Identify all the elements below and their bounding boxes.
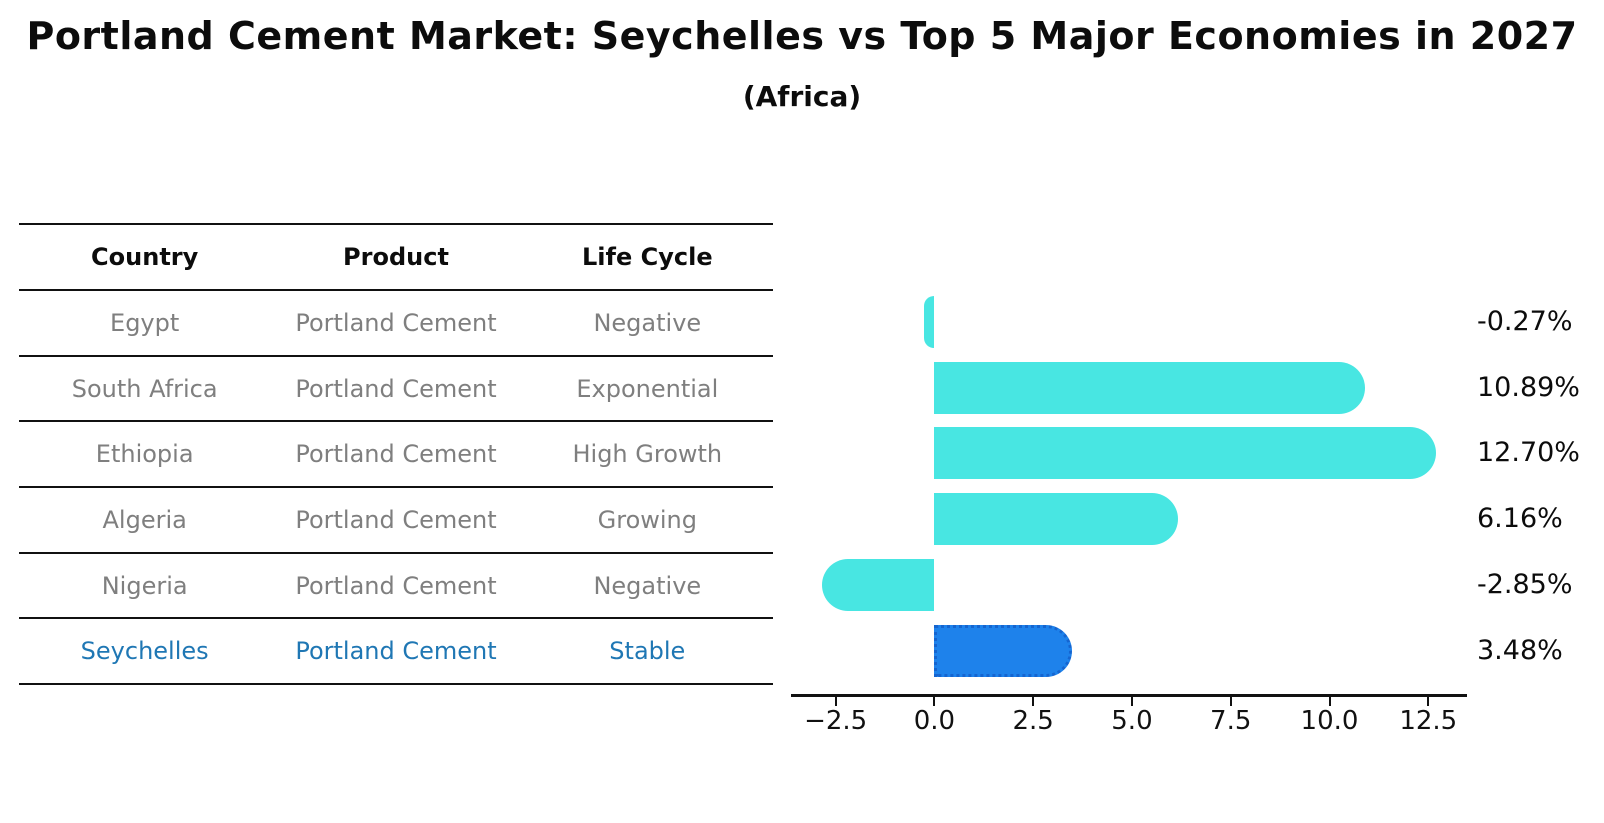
bar-value-label: -0.27% bbox=[1477, 306, 1573, 337]
cell-life-cycle: Negative bbox=[593, 308, 702, 337]
cell-product: Portland Cement bbox=[295, 637, 497, 666]
bar-ethiopia bbox=[934, 427, 1437, 480]
table-row: Ethiopia Portland Cement High Growth bbox=[19, 422, 773, 489]
bar-value-label: -2.85% bbox=[1477, 568, 1573, 600]
x-axis-tick bbox=[1032, 697, 1035, 706]
bar-algeria bbox=[934, 493, 1178, 546]
bar-value-label: 6.16% bbox=[1477, 503, 1563, 535]
x-axis-tick-label: 12.5 bbox=[1399, 706, 1458, 736]
cell-country: Seychelles bbox=[80, 637, 209, 666]
table-row: Egypt Portland Cement Negative bbox=[19, 291, 773, 357]
cell-product: Portland Cement bbox=[295, 505, 497, 534]
bar-seychelles bbox=[934, 624, 1072, 677]
bar-value-label: 3.48% bbox=[1477, 634, 1563, 666]
cell-life-cycle: High Growth bbox=[572, 440, 723, 469]
cell-life-cycle: Stable bbox=[609, 637, 686, 666]
x-axis-tick bbox=[933, 697, 936, 706]
x-axis-tick-label: 0.0 bbox=[913, 706, 956, 736]
x-axis-tick-label: 10.0 bbox=[1300, 706, 1359, 736]
cell-product: Portland Cement bbox=[295, 374, 497, 403]
cell-country: South Africa bbox=[71, 374, 218, 403]
bar-value-label: 10.89% bbox=[1477, 371, 1580, 403]
table-header-row: Country Product Life Cycle bbox=[19, 225, 773, 291]
cell-product: Portland Cement bbox=[295, 440, 497, 469]
bar-egypt bbox=[923, 296, 935, 348]
x-axis-tick bbox=[1229, 697, 1232, 706]
cell-life-cycle: Negative bbox=[593, 571, 702, 600]
table-header-product: Product bbox=[343, 243, 449, 271]
x-axis-tick bbox=[1328, 697, 1331, 706]
page-title: Portland Cement Market: Seychelles vs To… bbox=[26, 14, 1578, 58]
cell-country: Ethiopia bbox=[95, 440, 194, 469]
x-axis-tick-label: −2.5 bbox=[804, 706, 868, 736]
x-axis-tick-label: 2.5 bbox=[1012, 706, 1054, 736]
table-row: Nigeria Portland Cement Negative bbox=[19, 554, 773, 620]
cell-life-cycle: Growing bbox=[597, 505, 697, 534]
cell-country: Nigeria bbox=[101, 571, 188, 600]
x-axis-line bbox=[791, 694, 1467, 697]
bar-nigeria bbox=[821, 558, 935, 611]
table-header-life-cycle: Life Cycle bbox=[582, 243, 713, 271]
table-header-country: Country bbox=[91, 243, 199, 271]
bar-south-africa bbox=[934, 361, 1365, 414]
page-subtitle: (Africa) bbox=[742, 80, 862, 113]
table-row: Algeria Portland Cement Growing bbox=[19, 488, 773, 554]
x-axis-tick bbox=[1427, 697, 1430, 706]
cell-product: Portland Cement bbox=[295, 308, 497, 337]
data-table: Country Product Life Cycle Egypt Portlan… bbox=[19, 223, 773, 686]
cell-country: Egypt bbox=[110, 308, 180, 337]
x-axis-tick-label: 5.0 bbox=[1111, 706, 1153, 736]
x-axis-tick bbox=[1130, 697, 1133, 706]
x-axis-tick-label: 7.5 bbox=[1210, 706, 1252, 736]
x-axis-tick bbox=[834, 697, 837, 706]
table-row: South Africa Portland Cement Exponential bbox=[19, 357, 773, 423]
bar-value-label: 12.70% bbox=[1477, 437, 1580, 469]
cell-country: Algeria bbox=[102, 505, 187, 534]
cell-life-cycle: Exponential bbox=[576, 374, 719, 403]
table-row: Seychelles Portland Cement Stable bbox=[19, 619, 773, 686]
cell-product: Portland Cement bbox=[295, 571, 497, 600]
